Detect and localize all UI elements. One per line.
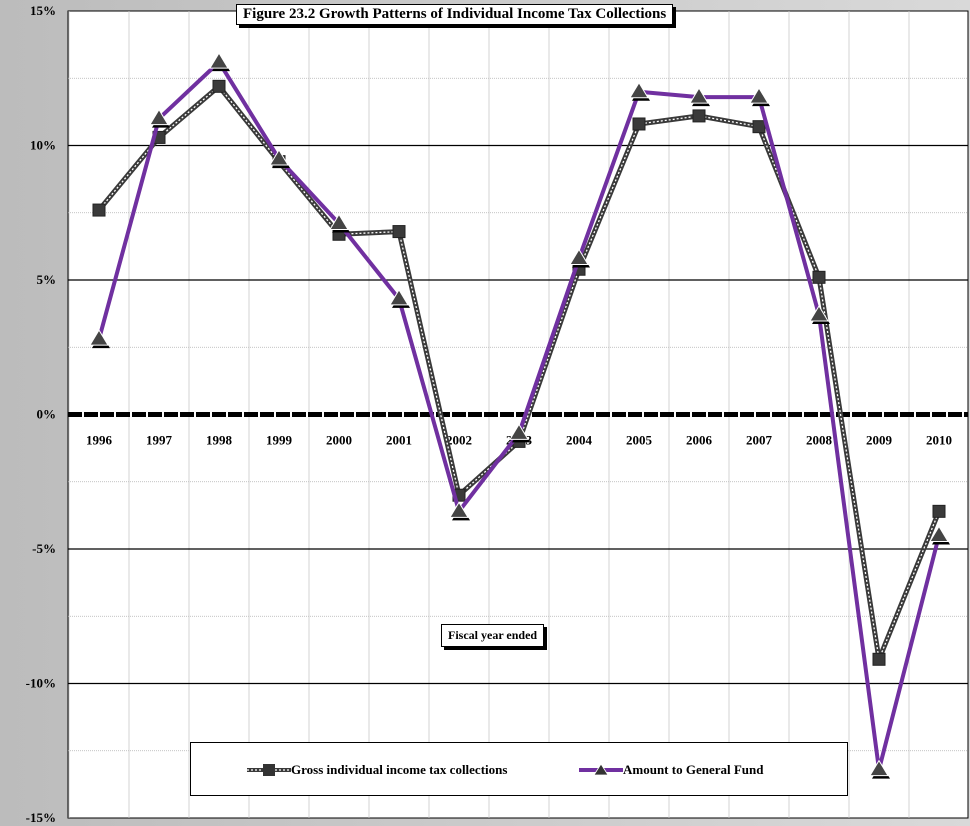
data-point xyxy=(509,423,529,440)
y-tick-label: 10% xyxy=(30,138,56,153)
data-point xyxy=(689,87,709,104)
y-tick-label: 0% xyxy=(37,407,57,422)
data-point xyxy=(812,270,826,284)
data-point xyxy=(449,501,469,518)
series-line-pattern xyxy=(98,85,940,662)
legend-item-general-fund: Amount to General Fund xyxy=(579,762,763,778)
data-point xyxy=(269,148,289,166)
x-tick-label: 2010 xyxy=(926,433,952,448)
x-tick-label: 2001 xyxy=(386,433,412,448)
x-tick-label: 2005 xyxy=(626,433,653,448)
data-point xyxy=(932,504,946,518)
legend: Gross individual income tax collections … xyxy=(190,742,848,796)
x-tick-label: 2004 xyxy=(566,433,593,448)
series-general-fund xyxy=(89,52,950,779)
data-point xyxy=(869,759,889,777)
data-point xyxy=(929,525,949,543)
data-point xyxy=(809,304,829,322)
x-tick-label: 1997 xyxy=(146,433,173,448)
data-point xyxy=(872,652,886,666)
x-tick-label: 2000 xyxy=(326,433,352,448)
y-tick-label: 15% xyxy=(30,3,56,18)
data-point xyxy=(212,79,226,93)
legend-label-gross: Gross individual income tax collections xyxy=(291,762,508,777)
data-point xyxy=(692,109,706,123)
axes: 15% 10% 5% 0% -5% -10% -15% 1996 1997 1998 1999 200… xyxy=(26,3,968,825)
y-tick-label: -15% xyxy=(26,810,56,825)
data-point xyxy=(632,117,646,131)
x-tick-label: 1999 xyxy=(266,433,293,448)
data-point xyxy=(392,225,406,239)
x-tick-label: 2002 xyxy=(446,433,472,448)
legend-marker-general-fund xyxy=(579,764,623,776)
series xyxy=(89,52,950,779)
y-tick-label: -10% xyxy=(26,676,56,691)
x-tick-label: 2007 xyxy=(746,433,773,448)
data-point xyxy=(752,120,766,134)
data-point xyxy=(329,213,349,231)
data-point xyxy=(149,108,169,126)
data-point xyxy=(389,288,409,306)
y-tick-label: 5% xyxy=(37,272,57,287)
data-point xyxy=(209,52,229,69)
x-tick-label: 2008 xyxy=(806,433,833,448)
y-tick-label: -5% xyxy=(32,541,56,556)
chart-title: Figure 23.2 Growth Patterns of Individua… xyxy=(236,4,674,25)
x-axis-label: Fiscal year ended xyxy=(441,624,545,647)
x-tick-label: 2009 xyxy=(866,433,893,448)
data-point xyxy=(89,329,109,346)
data-point xyxy=(569,248,589,265)
legend-item-gross: Gross individual income tax collections xyxy=(247,762,507,778)
x-tick-label: 2006 xyxy=(686,433,713,448)
legend-label-general-fund: Amount to General Fund xyxy=(623,762,764,777)
legend-marker-gross xyxy=(247,764,291,776)
data-point xyxy=(629,81,649,99)
x-tick-label: 1998 xyxy=(206,433,233,448)
data-point xyxy=(92,203,106,217)
x-tick-label: 1996 xyxy=(86,433,113,448)
data-point xyxy=(749,87,769,104)
